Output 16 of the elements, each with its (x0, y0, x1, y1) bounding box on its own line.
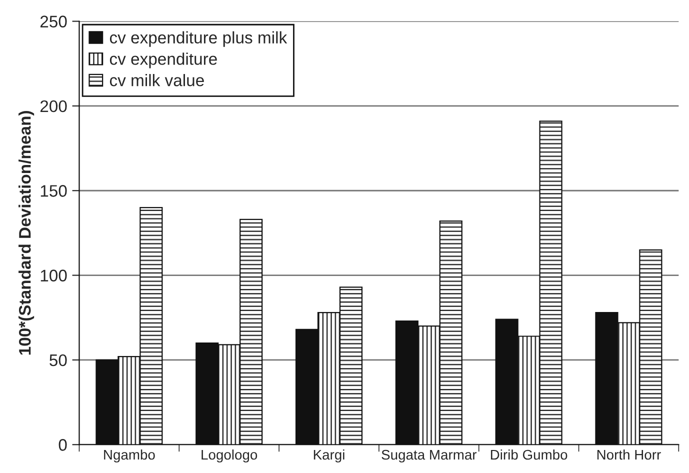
legend-label: cv milk value (110, 74, 204, 86)
y-tick-label: 150 (40, 185, 67, 197)
y-tick-label: 200 (40, 100, 67, 112)
legend-label: cv expenditure plus milk (110, 31, 288, 47)
y-tick-label: 50 (50, 354, 67, 366)
y-tick-label: 250 (40, 16, 67, 28)
x-tick-label: Ngambo (104, 449, 155, 462)
y-axis-title: 100*(Standard Deviation/mean) (18, 111, 34, 355)
x-tick-label: Dirib Gumbo (490, 449, 568, 460)
x-tick-label: Sugata Marmar (382, 450, 477, 462)
legend-label: cv expenditure (110, 52, 217, 68)
y-tick-label: 100 (40, 270, 67, 282)
y-tick-label: 0 (58, 439, 67, 451)
x-tick-label: Logologo (202, 449, 258, 462)
x-tick-label: Kargi (314, 449, 344, 462)
x-tick-label: North Horr (597, 449, 661, 460)
